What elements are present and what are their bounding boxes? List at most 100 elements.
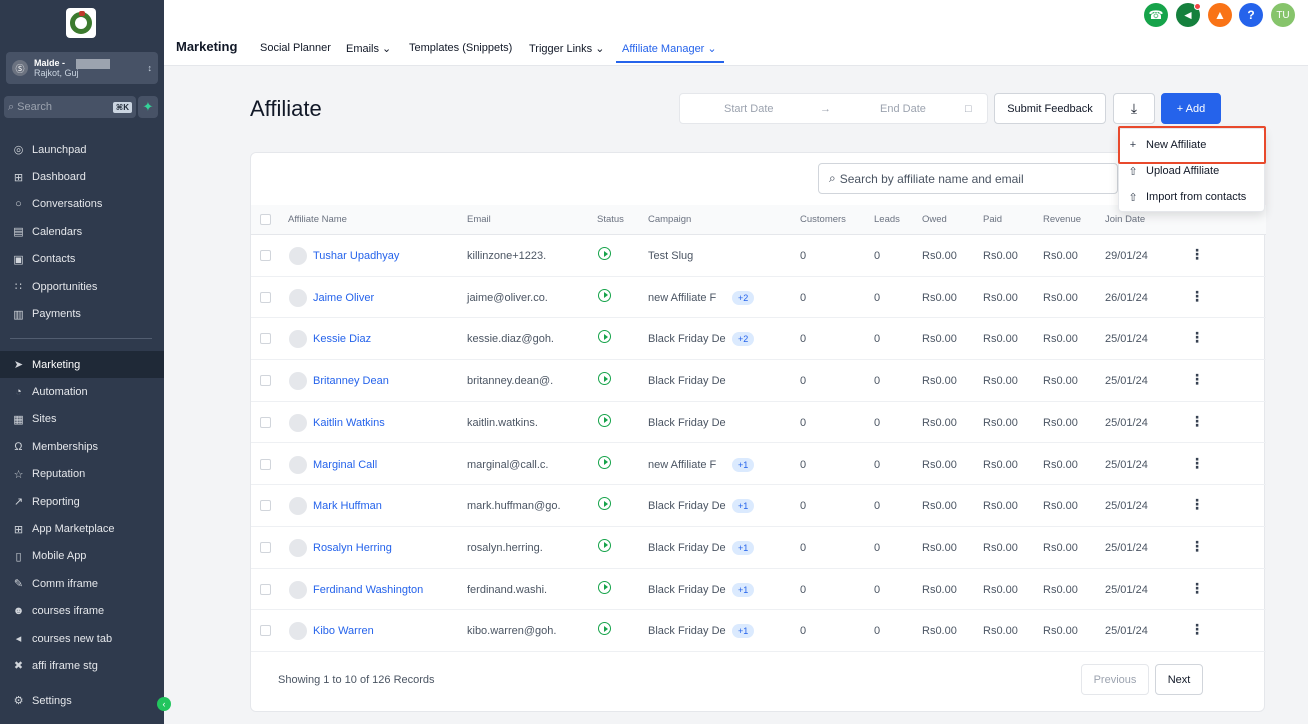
column-header[interactable]: Email — [467, 214, 491, 225]
sidebar-item-automation[interactable]: ◔ Automation — [0, 378, 164, 405]
account-switcher[interactable]: Ⓢ Malde - Rajkot, Guj ↕ — [6, 52, 158, 84]
row-checkbox[interactable] — [260, 416, 271, 428]
sidebar-item-reporting[interactable]: ↗ Reporting — [0, 488, 164, 515]
tab-social-planner[interactable]: Social Planner — [260, 42, 331, 54]
help-icon[interactable]: ? — [1239, 3, 1263, 27]
bell-icon[interactable]: ▲ — [1208, 3, 1232, 27]
ai-sparkle-icon[interactable]: ✦ — [138, 96, 158, 118]
more-options-icon[interactable]: ⋮ — [1190, 287, 1204, 304]
sidebar-item-sites[interactable]: ▦ Sites — [0, 406, 164, 433]
table-row[interactable]: Jaime Oliver jaime@oliver.co. new Affiliat… — [251, 277, 1266, 319]
menu-item-upload-affiliate[interactable]: ⇧ Upload Affiliate — [1119, 158, 1266, 184]
date-range-picker[interactable]: Start Date → End Date □ — [679, 93, 988, 124]
row-checkbox[interactable] — [260, 375, 271, 387]
table-row[interactable]: Mark Huffman mark.huffman@go. Black Friday… — [251, 485, 1266, 527]
table-row[interactable]: Ferdinand Washington ferdinand.washi. Blac… — [251, 569, 1266, 611]
affiliate-name-link[interactable]: Jaime Oliver — [313, 291, 375, 304]
column-header[interactable]: Owed — [922, 214, 947, 225]
next-button[interactable]: Next — [1155, 664, 1203, 695]
sidebar-item-memberships[interactable]: Ω Memberships — [0, 433, 164, 460]
column-header[interactable]: Paid — [983, 214, 1003, 225]
sidebar-item-mobile-app[interactable]: ▯ Mobile App — [0, 543, 164, 570]
row-checkbox[interactable] — [260, 291, 271, 303]
sidebar-item-dashboard[interactable]: ⊞ Dashboard — [0, 163, 164, 190]
column-header[interactable]: Revenue — [1043, 214, 1082, 225]
campaign-count-badge[interactable]: +1 — [732, 624, 755, 639]
more-options-icon[interactable]: ⋮ — [1190, 621, 1204, 638]
sidebar-item-calendars[interactable]: ▤ Calendars — [0, 218, 164, 245]
row-checkbox[interactable] — [260, 333, 271, 345]
row-checkbox[interactable] — [260, 541, 271, 553]
table-row[interactable]: Britanney Dean britanney.dean@. Black Frid… — [251, 360, 1266, 402]
affiliate-name-link[interactable]: Mark Huffman — [313, 500, 382, 513]
sidebar-item-reputation[interactable]: ☆ Reputation — [0, 461, 164, 488]
sidebar-item-marketing[interactable]: ➤ Marketing — [0, 351, 164, 379]
sidebar-item-contacts[interactable]: ▣ Contacts — [0, 246, 164, 273]
table-row[interactable]: Kibo Warren kibo.warren@goh. Black Friday … — [251, 610, 1266, 652]
column-header[interactable]: Affiliate Name — [288, 214, 347, 225]
menu-item-new-affiliate[interactable]: + New Affiliate — [1119, 132, 1266, 158]
more-options-icon[interactable]: ⋮ — [1190, 454, 1204, 471]
table-row[interactable]: Marginal Call marginal@call.c. new Affilia… — [251, 444, 1266, 486]
column-header[interactable]: Campaign — [648, 214, 692, 225]
column-header[interactable]: Join Date — [1105, 214, 1146, 225]
submit-feedback-button[interactable]: Submit Feedback — [994, 93, 1106, 124]
end-date-input[interactable]: End Date — [880, 102, 926, 115]
sidebar-search[interactable]: ⌕ Search ⌘K — [4, 96, 136, 118]
campaign-count-badge[interactable]: +2 — [732, 290, 755, 305]
sidebar-item-opportunities[interactable]: ∷ Opportunities — [0, 273, 164, 300]
phone-icon[interactable]: ☎ — [1144, 3, 1168, 27]
table-row[interactable]: Kaitlin Watkins kaitlin.watkins. Black Fri… — [251, 402, 1266, 444]
campaign-count-badge[interactable]: +1 — [732, 457, 755, 472]
table-row[interactable]: Rosalyn Herring rosalyn.herring. Black Fri… — [251, 527, 1266, 569]
sidebar-item-payments[interactable]: ▥ Payments — [0, 300, 164, 327]
download-icon[interactable]: ⤓ — [1113, 93, 1155, 124]
more-options-icon[interactable]: ⋮ — [1190, 579, 1204, 596]
company-logo[interactable] — [66, 8, 96, 38]
sidebar-item-affi-iframe-stg[interactable]: ✖ affi iframe stg — [0, 652, 164, 679]
tab-affiliate-manager[interactable]: Affiliate Manager ⌄ — [622, 43, 717, 55]
more-options-icon[interactable]: ⋮ — [1190, 412, 1204, 429]
table-row[interactable]: Tushar Upadhyay killinzone+1223. Test Slug… — [251, 235, 1266, 277]
sidebar-item-settings[interactable]: ⚙ Settings — [0, 687, 164, 714]
menu-item-import-contacts[interactable]: ⇧ Import from contacts — [1119, 184, 1266, 210]
row-checkbox[interactable] — [260, 500, 271, 512]
more-options-icon[interactable]: ⋮ — [1190, 329, 1204, 346]
user-avatar[interactable]: TU — [1271, 3, 1295, 27]
sidebar-item-comm-iframe[interactable]: ✎ Comm iframe — [0, 570, 164, 597]
affiliate-name-link[interactable]: Kaitlin Watkins — [313, 416, 385, 429]
more-options-icon[interactable]: ⋮ — [1190, 537, 1204, 554]
sidebar-item-conversations[interactable]: ○ Conversations — [0, 191, 164, 218]
add-button[interactable]: + Add — [1161, 93, 1221, 124]
more-options-icon[interactable]: ⋮ — [1190, 246, 1204, 262]
row-checkbox[interactable] — [260, 625, 271, 637]
previous-button[interactable]: Previous — [1081, 664, 1149, 695]
column-header[interactable]: Customers — [800, 214, 846, 225]
row-checkbox[interactable] — [260, 250, 271, 261]
column-header[interactable]: Leads — [874, 214, 900, 225]
table-row[interactable]: Kessie Diaz kessie.diaz@goh. Black Friday … — [251, 318, 1266, 361]
sidebar-item-app-marketplace[interactable]: ⊞ App Marketplace — [0, 515, 164, 542]
column-header[interactable]: Status — [597, 214, 624, 225]
collapse-sidebar-icon[interactable]: ‹ — [157, 697, 171, 711]
affiliate-name-link[interactable]: Tushar Upadhyay — [313, 250, 400, 262]
tab-emails[interactable]: Emails ⌄ — [346, 43, 392, 55]
row-checkbox[interactable] — [260, 458, 271, 470]
megaphone-icon[interactable]: ◄ — [1176, 3, 1200, 27]
campaign-count-badge[interactable]: +1 — [732, 540, 755, 555]
affiliate-name-link[interactable]: Marginal Call — [313, 458, 378, 471]
tab-templates[interactable]: Templates (Snippets) — [409, 42, 513, 54]
affiliate-name-link[interactable]: Kibo Warren — [313, 625, 374, 638]
tab-trigger-links[interactable]: Trigger Links ⌄ — [529, 43, 605, 55]
sidebar-item-courses-iframe[interactable]: ☻ courses iframe — [0, 598, 164, 625]
row-checkbox[interactable] — [260, 583, 271, 595]
campaign-count-badge[interactable]: +1 — [732, 499, 755, 514]
affiliate-name-link[interactable]: Ferdinand Washington — [313, 583, 424, 596]
affiliate-name-link[interactable]: Britanney Dean — [313, 375, 389, 388]
affiliate-name-link[interactable]: Rosalyn Herring — [313, 541, 392, 554]
affiliate-search-input[interactable]: ⌕ Search by affiliate name and email — [818, 163, 1118, 194]
sidebar-item-launchpad[interactable]: ◎ Launchpad — [0, 136, 164, 163]
more-options-icon[interactable]: ⋮ — [1190, 496, 1204, 513]
select-all-checkbox[interactable] — [260, 214, 271, 225]
campaign-count-badge[interactable]: +2 — [732, 332, 755, 347]
